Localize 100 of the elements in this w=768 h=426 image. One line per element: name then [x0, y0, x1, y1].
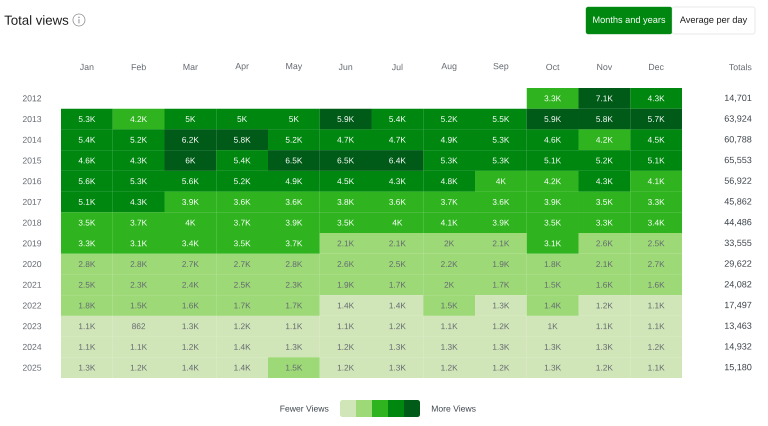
- y-tick-label: 2022: [22, 302, 42, 309]
- data-label: 4.8K: [440, 178, 458, 184]
- data-label: 3.4K: [648, 220, 665, 226]
- data-label: 5.2K: [440, 116, 458, 122]
- x-tick-label: Feb: [132, 64, 146, 70]
- y2-tick-label: 15,180: [724, 364, 752, 372]
- data-label: 3.1K: [130, 240, 148, 246]
- text: Fewer Views: [280, 405, 328, 412]
- x-tick-label: Oct: [546, 64, 560, 70]
- data-label: 2.8K: [78, 261, 96, 268]
- data-label: 2.6K: [596, 240, 613, 246]
- data-label: 5.9K: [544, 116, 562, 122]
- data-label: 6K: [186, 158, 196, 164]
- data-label: 5.2K: [234, 178, 251, 184]
- y-tick-label: 2016: [22, 178, 42, 184]
- data-label: 5.9K: [337, 116, 354, 122]
- data-label: 5.3K: [492, 158, 510, 164]
- data-label: 3.1K: [544, 240, 562, 246]
- data-label: 3.7K: [286, 240, 302, 246]
- data-label: 1.6K: [648, 282, 665, 288]
- y-tick-label: 2015: [22, 157, 42, 164]
- data-label: 1.5K: [130, 302, 148, 308]
- data-label: 1.7K: [492, 282, 510, 288]
- data-label: 3.4K: [182, 240, 199, 246]
- data-label: 3.5K: [596, 199, 613, 205]
- data-label: 1.2K: [596, 302, 613, 308]
- x-tick-label: Nov: [597, 64, 612, 70]
- data-label: 4K: [392, 220, 402, 226]
- data-label: 5.8K: [596, 116, 613, 122]
- data-label: 5.4K: [234, 158, 251, 164]
- y-tick-label: 2023: [22, 323, 42, 330]
- chart-title: Total views: [4, 15, 68, 25]
- data-label: 1.3K: [182, 323, 199, 330]
- data-label: 2.1K: [596, 261, 613, 267]
- data-label: 4.5K: [648, 136, 665, 143]
- data-label: 5.6K: [78, 178, 96, 184]
- y-tick-label: 2021: [22, 282, 42, 288]
- data-label: 1.3K: [286, 344, 302, 350]
- data-label: 1.1K: [130, 344, 148, 350]
- data-label: 2.1K: [389, 240, 406, 246]
- data-label: 1.3K: [78, 364, 96, 371]
- data-label: 3.7K: [440, 199, 458, 205]
- data-label: 2.7K: [182, 261, 199, 267]
- y-tick-label: 2012: [22, 95, 42, 102]
- data-label: 4.3K: [648, 95, 665, 102]
- data-label: 2.2K: [441, 261, 458, 267]
- data-label: 1.1K: [596, 323, 613, 330]
- data-label: 1.6K: [182, 302, 199, 308]
- data-label: 4.1K: [648, 178, 665, 184]
- data-label: 1.5K: [441, 302, 458, 308]
- data-label: 2.7K: [234, 261, 251, 267]
- data-label: 5.2K: [596, 158, 613, 164]
- y-tick-label: 2020: [22, 261, 42, 268]
- data-label: 5K: [237, 116, 248, 122]
- data-label: 4K: [496, 178, 506, 184]
- data-label: 4.2K: [130, 116, 148, 122]
- data-label: 1.2K: [596, 364, 613, 371]
- text: Totals: [729, 64, 752, 70]
- data-label: 1.3K: [544, 344, 562, 350]
- data-label: 3.9K: [182, 199, 199, 205]
- data-label: 2.5K: [78, 282, 96, 288]
- data-label: 1.1K: [441, 323, 458, 330]
- data-label: 4.2K: [596, 136, 613, 143]
- y-tick-label: 2013: [22, 116, 42, 122]
- x-tick-label: Sep: [493, 63, 508, 71]
- y-tick-label: 2024: [22, 344, 42, 350]
- data-label: 4.9K: [286, 178, 302, 184]
- y2-tick-label: 56,922: [724, 177, 752, 185]
- data-label: 1.4K: [234, 344, 251, 350]
- data-label: 2.1K: [492, 240, 510, 246]
- data-label: 862: [132, 323, 146, 330]
- data-label: 3.5K: [337, 220, 354, 226]
- data-label: 1.3K: [389, 344, 406, 350]
- y2-tick-label: 44,486: [724, 218, 752, 226]
- y-tick-label: 2017: [22, 198, 42, 205]
- data-label: 3.9K: [544, 199, 562, 205]
- data-label: 1.1K: [648, 364, 665, 370]
- data-label: 1.8K: [544, 261, 562, 268]
- data-label: 5.4K: [78, 136, 96, 143]
- data-label: 1.3K: [596, 344, 613, 350]
- data-label: 3.6K: [492, 199, 510, 205]
- y2-tick-label: 17,497: [724, 302, 752, 310]
- data-label: 1.1K: [648, 323, 665, 330]
- data-label: 5.3K: [440, 158, 458, 164]
- data-label: 5K: [186, 116, 196, 122]
- y-tick-label: 2019: [22, 240, 42, 246]
- data-label: 3.3K: [78, 240, 96, 246]
- data-label: 5.1K: [78, 199, 96, 205]
- x-tick-label: May: [286, 63, 302, 71]
- data-label: 4.5K: [337, 178, 354, 184]
- data-label: 3.3K: [544, 95, 562, 102]
- text: Months and years: [593, 16, 666, 25]
- data-label: 3.5K: [78, 220, 96, 226]
- data-label: 1.5K: [544, 282, 562, 288]
- y2-tick-label: 65,553: [724, 156, 752, 164]
- x-tick-label: Mar: [184, 64, 198, 70]
- data-label: 1.4K: [389, 302, 406, 308]
- y-tick-label: 2018: [22, 220, 42, 226]
- data-label: 2.5K: [648, 240, 665, 246]
- data-label: 5.1K: [648, 158, 665, 164]
